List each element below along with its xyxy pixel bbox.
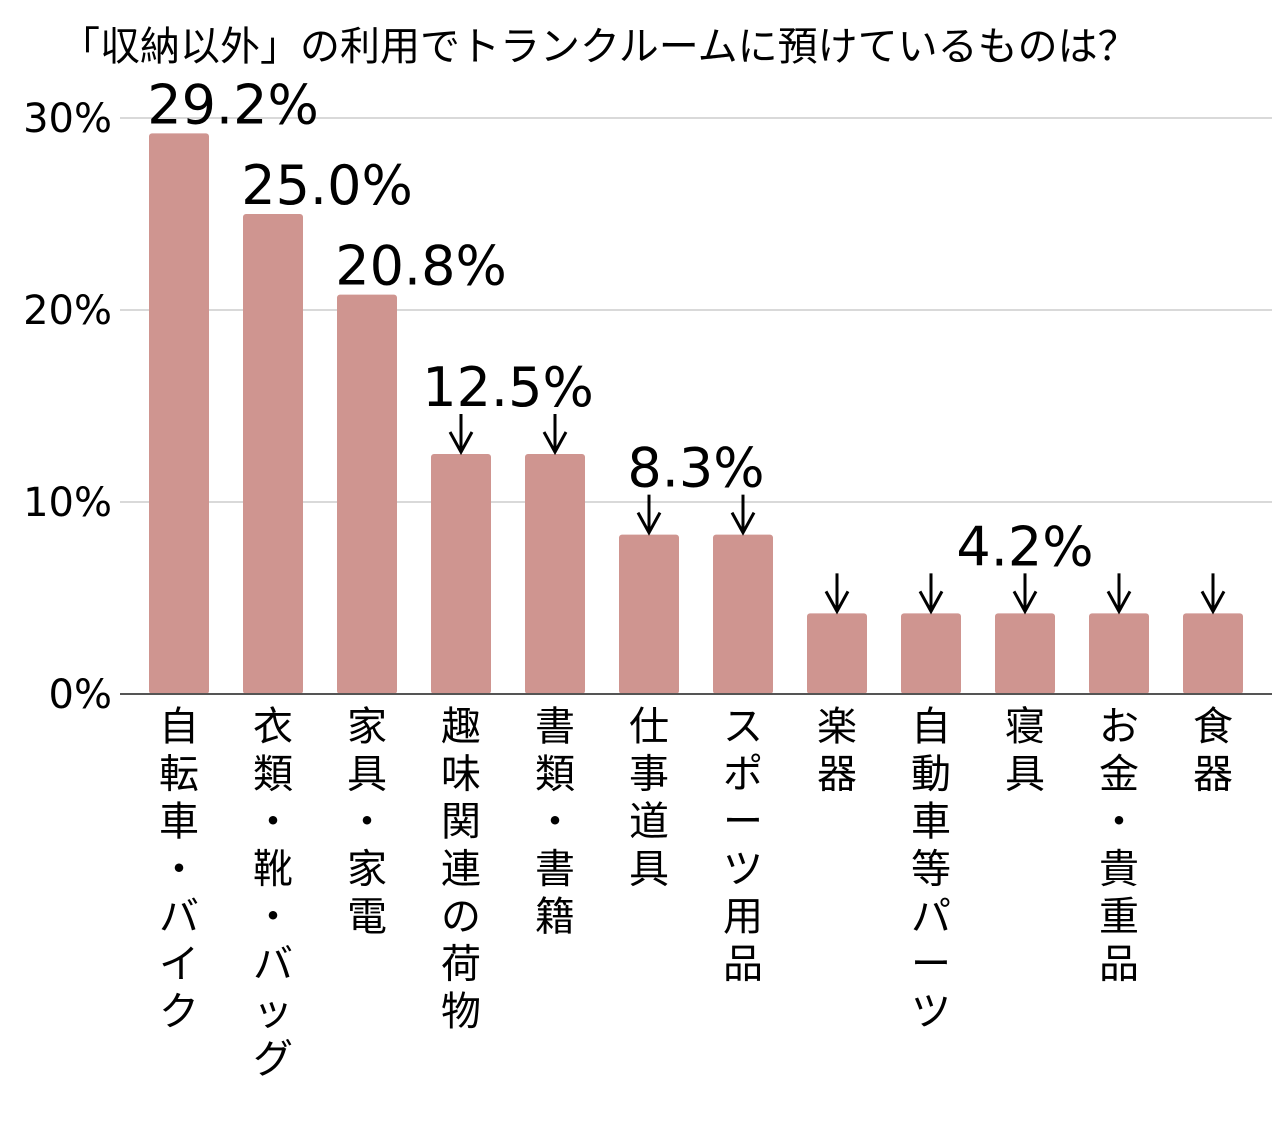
arrow-down-icon [1012, 573, 1038, 615]
x-tick-label: お金・貴重品 [1099, 704, 1139, 988]
value-label: 12.5% [422, 356, 594, 419]
bars [149, 133, 1243, 695]
arrow-down-icon [636, 494, 662, 536]
y-tick-label: 20% [23, 288, 112, 334]
y-tick-label: 30% [23, 96, 112, 142]
bar [713, 534, 773, 694]
x-tick-label: 書類・書籍 [535, 704, 575, 940]
arrow-down-icon [448, 414, 474, 456]
x-tick-label: 衣類・靴・バッグ [253, 704, 293, 1083]
arrow-down-icon [542, 414, 568, 456]
bar [243, 214, 303, 694]
value-labels: 29.2% 25.0% 20.8% 12.5% 8.3% 4.2% [147, 73, 1226, 615]
chart-title: 「収納以外」の利用でトランクルームに預けているものは？ [60, 24, 1138, 70]
value-label: 8.3% [627, 437, 764, 500]
bar [525, 454, 585, 694]
x-tick-label: 仕事道具 [629, 704, 669, 893]
arrow-down-icon [918, 573, 944, 615]
x-tick-label: 自転車・バイク [159, 704, 199, 1035]
y-tick-label: 10% [23, 480, 112, 526]
bar [337, 294, 397, 694]
bar [995, 613, 1055, 694]
arrow-down-icon [1106, 573, 1132, 615]
x-tick-label: 趣味関連の荷物 [441, 704, 481, 1035]
value-label: 25.0% [241, 154, 413, 217]
bar [1089, 613, 1149, 694]
arrow-down-icon [730, 494, 756, 536]
y-tick-label: 0% [49, 672, 112, 718]
value-label: 4.2% [956, 515, 1093, 578]
x-tick-label: 寝具 [1005, 704, 1045, 798]
bar [431, 454, 491, 694]
x-tick-label: スポーツ用品 [723, 704, 763, 988]
x-tick-label: 家具・家電 [347, 704, 387, 940]
x-tick-label: 食器 [1193, 704, 1233, 798]
x-tick-label: 楽器 [817, 704, 857, 798]
bar [807, 613, 867, 694]
arrow-down-icon [824, 573, 850, 615]
bar [901, 613, 961, 694]
value-label: 29.2% [147, 73, 319, 136]
arrow-down-icon [1200, 573, 1226, 615]
bar [1183, 613, 1243, 694]
category-labels: 自転車・バイク 衣類・靴・バッグ 家具・家電 趣味関連の荷物 書類・書籍 仕事道具 スポーツ… [159, 704, 1233, 1083]
gridlines: 0% 10% 20% 30% [23, 96, 1272, 718]
value-label: 20.8% [335, 235, 507, 298]
bar [619, 534, 679, 694]
x-tick-label: 自動車等パーツ [911, 704, 951, 1035]
bar [149, 133, 209, 695]
